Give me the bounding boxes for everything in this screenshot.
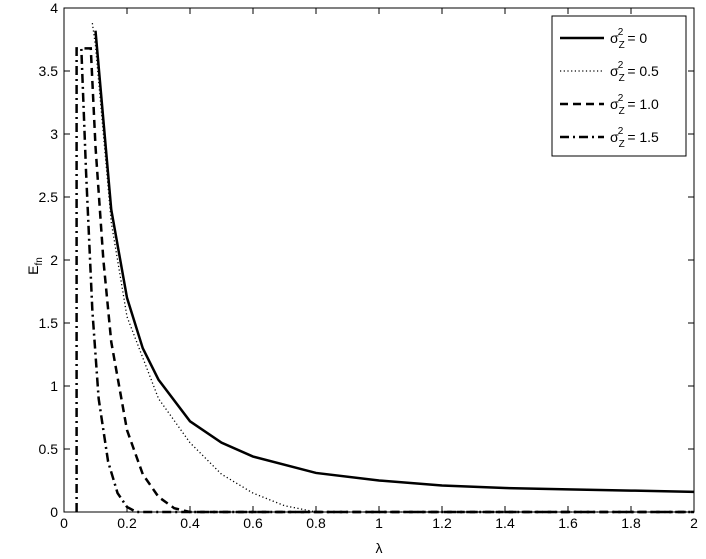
y-label-sub: fn xyxy=(34,257,45,265)
x-tick-label: 1.8 xyxy=(621,515,641,531)
x-tick-label: 1.6 xyxy=(558,515,578,531)
x-tick-label: 0 xyxy=(60,515,68,531)
y-tick-label: 4 xyxy=(50,0,58,16)
y-tick-label: 2.5 xyxy=(39,189,59,205)
series-line xyxy=(94,30,695,494)
legend-symbol-sup: 2 xyxy=(618,60,624,71)
series-line xyxy=(75,47,694,514)
x-tick-label: 1 xyxy=(375,515,383,531)
x-tick-label: 0.2 xyxy=(117,515,137,531)
x-tick-label: 0.4 xyxy=(180,515,200,531)
x-tick-label: 2 xyxy=(690,515,698,531)
legend-symbol: σ xyxy=(610,96,619,112)
legend-symbol: σ xyxy=(610,129,619,145)
y-tick-label: 1.5 xyxy=(39,315,59,331)
legend-label: σZ 2 = 1.5 xyxy=(610,126,659,150)
legend-symbol-sup: 2 xyxy=(618,27,624,38)
x-tick-label: 0.6 xyxy=(243,515,263,531)
series-line xyxy=(91,23,694,513)
y-tick-label: 0 xyxy=(50,504,58,520)
x-tick-label: 1.4 xyxy=(495,515,515,531)
x-axis-label: λ xyxy=(376,540,383,556)
y-tick-label: 1 xyxy=(50,378,58,394)
y-tick-label: 2 xyxy=(50,252,58,268)
legend-symbol: σ xyxy=(610,63,619,79)
legend-symbol-sub: Z xyxy=(619,40,625,51)
legend-symbol-sub: Z xyxy=(619,106,625,117)
y-tick-label: 3.5 xyxy=(39,63,59,79)
series-line xyxy=(84,47,694,514)
y-axis-label: Efn xyxy=(25,257,45,275)
legend-text: = 0.5 xyxy=(627,63,659,79)
legend-text: = 0 xyxy=(627,30,647,46)
y-tick-label: 0.5 xyxy=(39,441,59,457)
legend-box xyxy=(551,15,687,157)
legend-label: σZ 2 = 1.0 xyxy=(610,93,659,117)
legend-symbol-sub: Z xyxy=(619,73,625,84)
legend-symbol: σ xyxy=(610,30,619,46)
legend-symbol-sub: Z xyxy=(619,139,625,150)
x-tick-label: 0.8 xyxy=(306,515,326,531)
legend-label: σZ 2 = 0.5 xyxy=(610,60,659,84)
y-tick-label: 3 xyxy=(50,126,58,142)
legend-symbol-sup: 2 xyxy=(618,126,624,137)
legend-text: = 1.0 xyxy=(627,96,659,112)
legend-text: = 1.5 xyxy=(627,129,659,145)
legend-label: σZ 2 = 0 xyxy=(610,27,647,51)
x-tick-label: 1.2 xyxy=(432,515,452,531)
y-label-base: E xyxy=(25,266,41,275)
legend-symbol-sup: 2 xyxy=(618,93,624,104)
